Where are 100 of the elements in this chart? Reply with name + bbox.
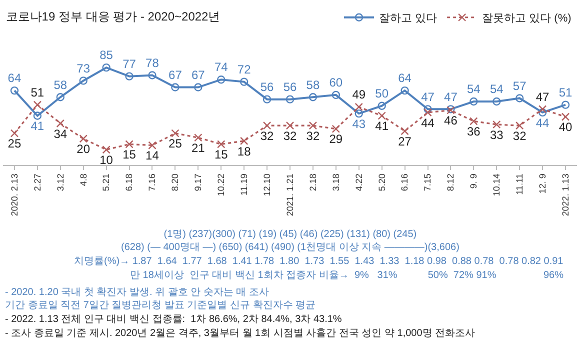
data-label: 43 <box>352 116 366 131</box>
x-tick-label: 12. 9 <box>537 174 548 194</box>
x-tick-label: 2.18 <box>308 174 318 192</box>
point <box>240 78 248 86</box>
data-label: 21 <box>191 141 206 156</box>
data-label: 49 <box>352 88 366 102</box>
point <box>240 136 248 146</box>
data-label: 10 <box>100 153 114 168</box>
text: 만 18세이상 인구 대비 백신 1회차 접종자 비율→ 9% 31% 50% 72% 91% 96% <box>130 270 564 281</box>
data-label: 60 <box>329 76 343 90</box>
data-label: 64 <box>398 71 412 86</box>
data-label: 41 <box>375 119 389 134</box>
data-label: 77 <box>122 56 136 71</box>
data-label: 32 <box>306 128 320 143</box>
x-tick-label: 8.20 <box>170 174 180 192</box>
point <box>171 129 180 138</box>
point <box>308 93 318 102</box>
point <box>79 134 88 143</box>
point <box>194 83 202 92</box>
point <box>10 86 19 95</box>
point <box>354 109 363 118</box>
data-label: 78 <box>146 56 160 70</box>
legend-label: 잘못하고 있다 (%) <box>482 12 572 25</box>
point <box>33 100 42 109</box>
point <box>470 117 478 126</box>
data-label: 50 <box>375 86 389 101</box>
point <box>378 112 386 120</box>
point <box>538 105 547 114</box>
point <box>262 95 272 104</box>
point <box>561 112 570 121</box>
data-label: 85 <box>100 48 114 62</box>
x-tick-label: 7.16 <box>147 174 158 192</box>
point <box>102 146 110 154</box>
chart-title: 코로나19 정부 대응 평가 - 2020~2022년 <box>6 10 220 24</box>
x-tick-label: 12.10 <box>262 174 272 196</box>
point <box>561 100 570 109</box>
data-label: 32 <box>512 128 527 143</box>
x-tick-label: 5.20 <box>376 174 387 192</box>
point <box>217 140 226 148</box>
data-label: 25 <box>168 136 182 151</box>
data-label: 27 <box>398 134 412 148</box>
point <box>470 97 478 106</box>
point <box>194 134 202 142</box>
data-label: 46 <box>444 114 458 128</box>
point <box>516 121 524 130</box>
x-tick-label: 6.16 <box>400 174 410 192</box>
x-tick-label: 2.27 <box>32 174 42 192</box>
data-label: 47 <box>444 90 458 104</box>
data-label: 29 <box>329 132 343 146</box>
data-label: 32 <box>283 128 297 143</box>
point <box>125 140 134 148</box>
x-tick-label: 2021. 1.21 <box>284 174 295 216</box>
data-label: 64 <box>8 71 22 86</box>
x-tick-label: 2020. 2.13 <box>9 174 20 216</box>
data-label: 72 <box>237 62 252 76</box>
data-label: 15 <box>214 148 228 162</box>
point <box>538 108 547 117</box>
x-tick-label: 3.18 <box>330 174 341 192</box>
point <box>378 102 386 110</box>
point <box>492 120 501 129</box>
point <box>10 129 19 138</box>
data-label: 74 <box>214 60 228 74</box>
point <box>400 86 409 95</box>
data-label: 54 <box>467 82 481 96</box>
point <box>56 119 64 128</box>
x-tick-label: 5.21 <box>101 174 112 192</box>
data-label: 40 <box>558 120 573 134</box>
point <box>102 63 110 72</box>
x-tick-label: 10.14 <box>492 174 502 196</box>
point <box>148 71 156 80</box>
text: - 2020. 1.20 국내 첫 확진자 발생. 위 괄호 안 숫자는 매 조사 기간 종료일 직전 7일간 질병관리청 발표 기준일별 신규 확진자수 평균 <box>5 287 316 311</box>
point <box>148 141 156 150</box>
data-label: 67 <box>191 68 206 82</box>
x-tick-label: 10.22 <box>216 174 226 196</box>
point <box>286 121 294 130</box>
x-tick-label: 6.18 <box>124 174 134 192</box>
data-label: 32 <box>260 128 274 143</box>
data-label: 44 <box>536 116 550 130</box>
text: - 2022. 1.13 전체 인구 대비 백신 접종률: 1차 86.6%, 2차 84.4%, 3차 43.1% <box>5 314 342 325</box>
point <box>217 76 226 84</box>
point <box>492 97 501 106</box>
point <box>79 76 88 85</box>
data-label: 44 <box>421 116 435 130</box>
point <box>125 72 134 80</box>
x-tick-label: 3.12 <box>55 174 66 192</box>
data-label: 47 <box>421 90 435 104</box>
x-tick-label: 4.22 <box>354 174 364 192</box>
point <box>424 108 432 117</box>
legend-label: 잘하고 있다 <box>379 12 438 25</box>
x-tick-label: 11.11 <box>514 174 525 195</box>
text: 치명률(%)→ 1.87 1.64 1.77 1.68 1.41 1.78 1.80 1.73 1.55 1.43 1.33 1.18 0.98 0.88 0.78 0.78 0.82 0.91 <box>74 256 564 267</box>
data-label: 56 <box>260 80 274 94</box>
x-tick-label: 11.19 <box>239 174 250 196</box>
data-label: 36 <box>467 124 481 139</box>
point <box>56 93 64 102</box>
data-label: 41 <box>30 119 44 134</box>
point <box>332 90 340 100</box>
data-label: 25 <box>8 136 22 151</box>
text: (1명) (237)(300) (71) (19) (45) (46) (225) (131) (80) (245) (628) (— 400명대 —) (650) (641) (490) (1천명대 이상 지속 ————)(3,606) <box>121 229 460 253</box>
point <box>286 95 294 104</box>
